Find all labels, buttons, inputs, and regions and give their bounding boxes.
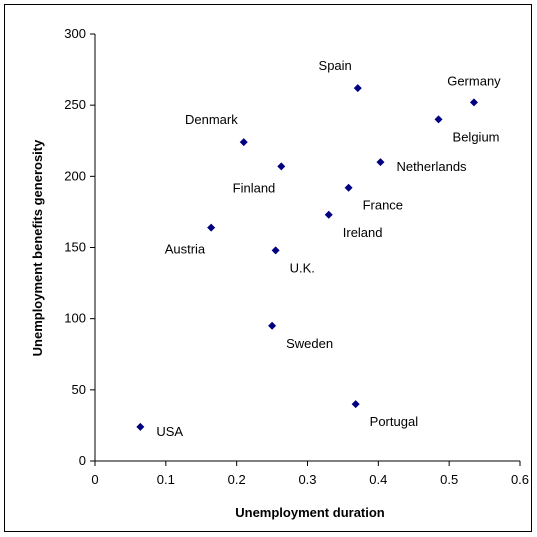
x-axis: 0 0.1 0.2 0.3 0.4 0.5 0.6 (91, 460, 529, 487)
y-tick-label: 150 (64, 240, 86, 255)
data-point-belgium (434, 115, 443, 124)
y-tick-label: 100 (64, 311, 86, 326)
point-labels: USA Austria Denmark Finland U.K. Sweden Irelan… (156, 58, 501, 439)
data-point-sweden (268, 321, 277, 330)
point-label-denmark: Denmark (185, 112, 238, 127)
point-label-finland: Finland (233, 180, 276, 195)
point-label-austria: Austria (165, 242, 206, 257)
y-tick-label: 300 (64, 26, 86, 41)
data-point-austria (207, 223, 216, 232)
y-tick-label: 50 (72, 382, 86, 397)
data-point-spain (353, 84, 362, 93)
point-label-uk: U.K. (290, 260, 315, 275)
data-point-uk (271, 246, 280, 255)
data-point-germany (469, 98, 478, 107)
data-point-finland (277, 162, 286, 171)
point-label-france: France (363, 198, 403, 213)
data-point-ireland (324, 210, 333, 219)
y-tick-label: 200 (64, 168, 86, 183)
x-tick-label: 0.5 (440, 472, 458, 487)
point-label-portugal: Portugal (370, 414, 419, 429)
point-label-germany: Germany (447, 73, 501, 88)
y-axis: 0 50 100 150 200 250 300 (64, 26, 96, 468)
x-axis-title: Unemployment duration (235, 505, 385, 520)
x-tick-label: 0.3 (298, 472, 316, 487)
data-points (136, 84, 478, 431)
point-label-netherlands: Netherlands (396, 159, 467, 174)
x-tick-label: 0.4 (369, 472, 387, 487)
point-label-ireland: Ireland (343, 225, 383, 240)
point-label-usa: USA (156, 424, 183, 439)
x-tick-label: 0.2 (228, 472, 246, 487)
data-point-netherlands (376, 158, 385, 167)
x-tick-label: 0 (91, 472, 98, 487)
point-label-sweden: Sweden (286, 336, 333, 351)
y-tick-label: 0 (79, 453, 86, 468)
point-label-spain: Spain (319, 58, 352, 73)
data-point-france (344, 183, 353, 192)
data-point-denmark (239, 138, 248, 147)
y-tick-label: 250 (64, 97, 86, 112)
y-axis-title: Unemployment benefits generosity (30, 139, 45, 356)
data-point-portugal (351, 400, 360, 409)
point-label-belgium: Belgium (453, 129, 500, 144)
x-tick-label: 0.1 (157, 472, 175, 487)
chart-frame (4, 4, 532, 532)
data-point-usa (136, 422, 145, 431)
x-tick-label: 0.6 (511, 472, 529, 487)
